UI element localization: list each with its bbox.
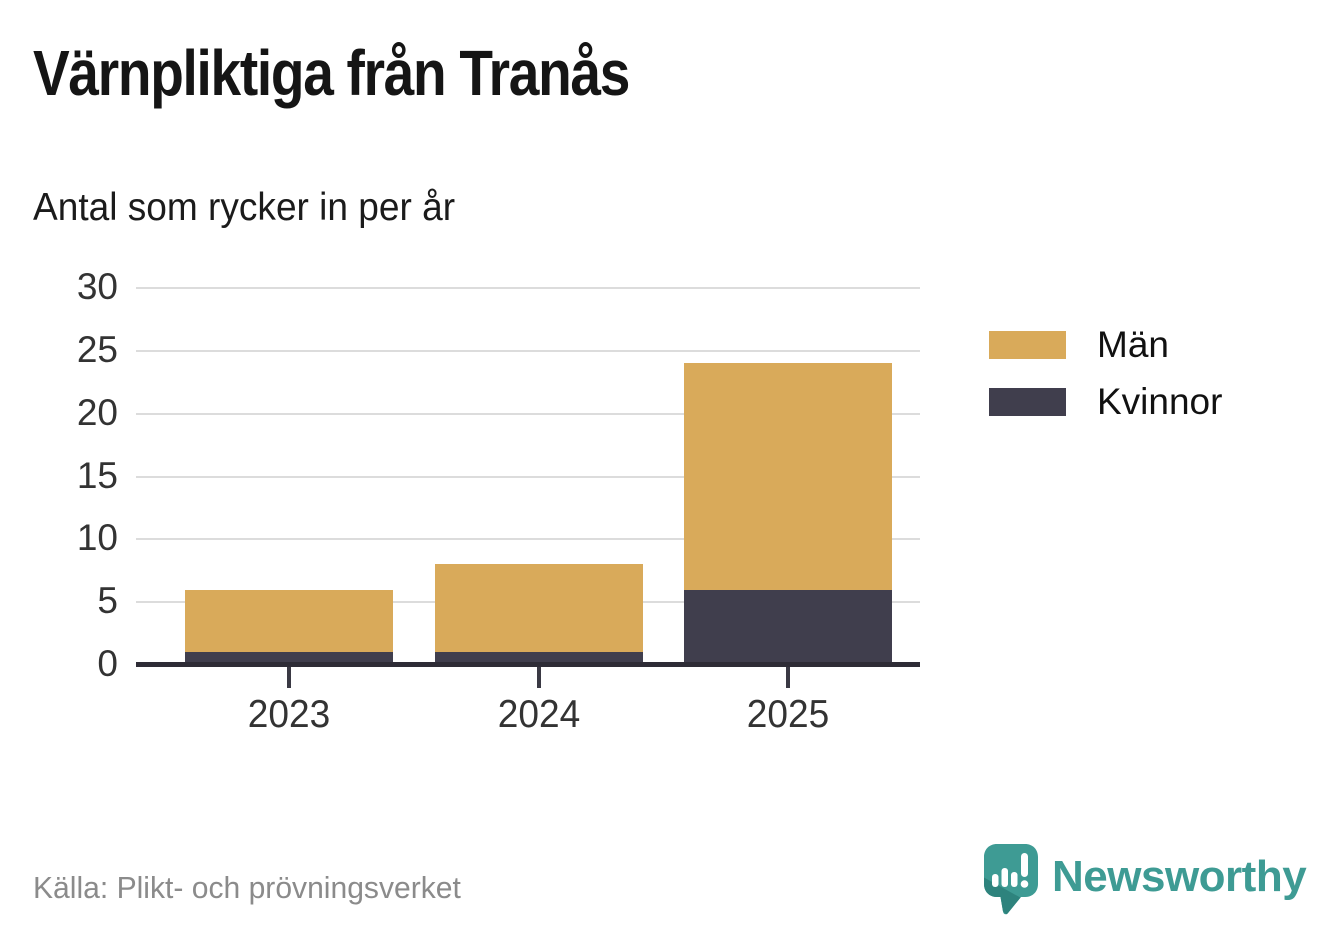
legend-label-women: Kvinnor [1097,380,1223,422]
y-axis-tick-label: 10 [76,517,118,559]
gridline-y-30 [136,287,920,289]
x-tick-2024 [536,667,541,688]
x-tick-2023 [287,667,291,688]
legend-item-men: Män [989,324,1222,365]
gridline-y-15 [136,475,920,478]
chart-title: Värnpliktiga från Tranås [33,37,630,109]
bar-2024-women [434,652,643,665]
y-axis-tick-label: 20 [76,391,118,433]
x-axis-label-2023: 2023 [247,693,331,736]
bar-2025-men [684,363,892,590]
legend-item-women: Kvinnor [989,381,1222,422]
y-axis-tick-label: 30 [76,266,118,308]
y-axis-tick-label: 0 [97,643,118,685]
x-tick-2025 [786,667,790,688]
legend-swatch-men [989,330,1066,359]
x-axis-label-2025: 2025 [746,693,830,736]
bar-2023-men [185,589,393,653]
y-axis-tick-label: 25 [76,328,118,370]
legend-swatch-women [989,387,1066,416]
legend-label-men: Män [1097,323,1169,365]
y-axis-tick-label: 15 [76,454,118,496]
bar-2024-men [434,564,643,653]
brand-name: Newsworthy [1052,851,1307,901]
newsworthy-bubble-chart-icon [983,843,1039,922]
source-attribution: Källa: Plikt- och prövningsverket [33,870,461,905]
gridline-y-25 [136,349,920,352]
chart-subtitle: Antal som rycker in per år [33,186,456,229]
y-axis-tick-label: 5 [97,580,118,622]
gridline-y-10 [136,538,920,541]
legend: Män Kvinnor [989,324,1222,438]
x-axis-label-2024: 2024 [497,693,580,736]
bar-2025-women [684,589,892,665]
brand-footer: Newsworthy [983,843,1307,922]
x-axis-line [136,662,920,667]
gridline-y-20 [136,412,920,415]
bar-2023-women [185,652,393,665]
